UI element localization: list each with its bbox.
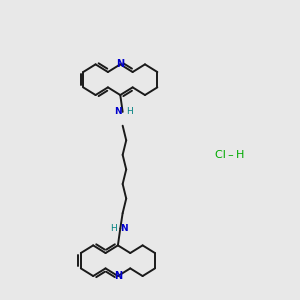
Text: Cl – H: Cl – H — [215, 150, 245, 160]
Text: N: N — [120, 224, 128, 233]
Text: H: H — [110, 224, 117, 233]
Text: N: N — [114, 107, 122, 116]
Text: H: H — [126, 107, 132, 116]
Text: N: N — [114, 271, 122, 281]
Text: N: N — [116, 59, 124, 69]
